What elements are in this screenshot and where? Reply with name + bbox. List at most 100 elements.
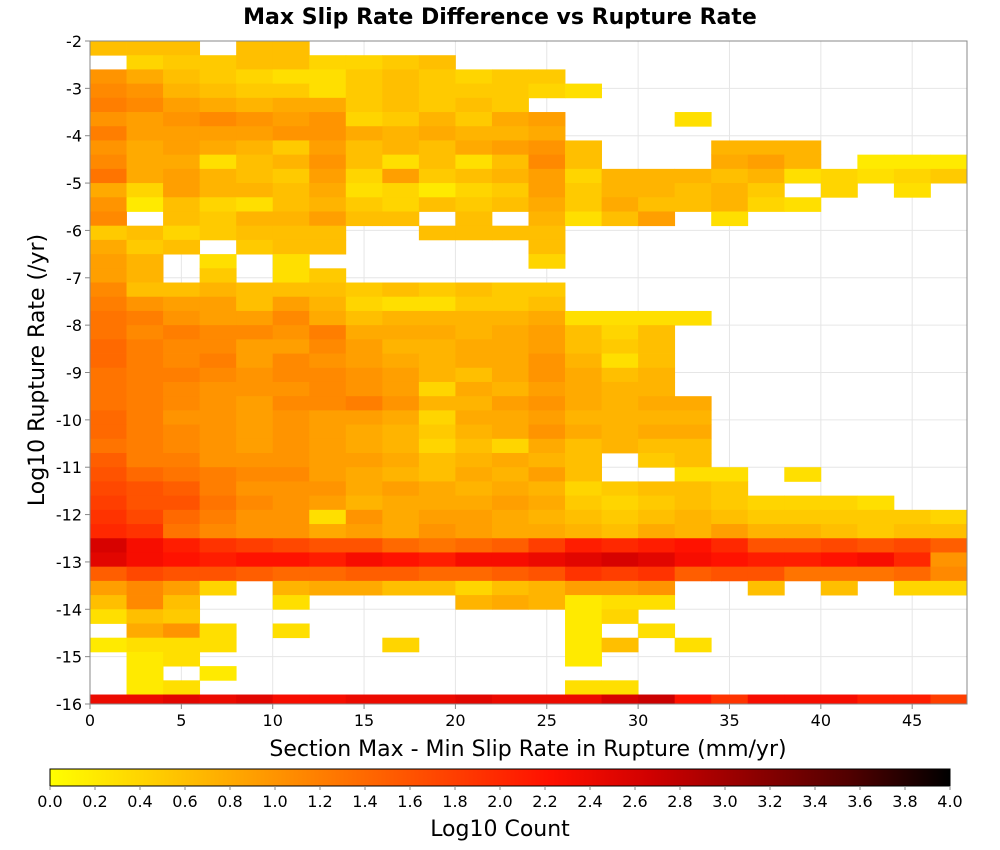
heatmap-cell bbox=[345, 183, 383, 198]
heatmap-cell bbox=[272, 566, 310, 582]
heatmap-cell bbox=[90, 595, 127, 610]
heatmap-cell bbox=[126, 83, 164, 99]
heatmap-cell bbox=[345, 424, 383, 440]
heatmap-cell bbox=[455, 410, 493, 425]
heatmap-cell bbox=[272, 268, 310, 283]
heatmap-cell bbox=[126, 666, 164, 681]
heatmap-cell bbox=[601, 552, 639, 568]
colorbar-tick-label: 2.2 bbox=[532, 792, 557, 811]
heatmap-cell bbox=[784, 154, 822, 170]
heatmap-cell bbox=[199, 524, 237, 539]
heatmap-cell bbox=[236, 353, 274, 369]
heatmap-cell bbox=[491, 225, 529, 241]
heatmap-cell bbox=[491, 168, 529, 184]
heatmap-cell bbox=[199, 282, 237, 298]
heatmap-cell bbox=[382, 140, 420, 156]
heatmap-cell bbox=[163, 211, 201, 227]
heatmap-cell bbox=[930, 509, 968, 525]
heatmap-cell bbox=[930, 580, 968, 596]
heatmap-cell bbox=[674, 637, 712, 653]
heatmap-cell bbox=[455, 381, 493, 397]
heatmap-cell bbox=[382, 694, 420, 705]
heatmap-cell bbox=[674, 552, 712, 568]
heatmap-cell bbox=[528, 396, 566, 411]
heatmap-cell bbox=[309, 580, 347, 596]
heatmap-cell bbox=[528, 410, 566, 425]
heatmap-cell bbox=[638, 381, 676, 397]
heatmap-cell bbox=[309, 83, 347, 99]
heatmap-cell bbox=[309, 168, 347, 184]
heatmap-cell bbox=[272, 183, 310, 198]
heatmap-cell bbox=[528, 580, 566, 596]
heatmap-cell bbox=[747, 183, 785, 198]
heatmap-cell bbox=[126, 424, 164, 440]
heatmap-cell bbox=[272, 495, 310, 511]
heatmap-cell bbox=[90, 694, 127, 705]
heatmap-cell bbox=[565, 453, 602, 468]
heatmap-cell bbox=[747, 197, 785, 212]
heatmap-cell bbox=[491, 140, 529, 156]
heatmap-cell bbox=[638, 694, 676, 705]
heatmap-cell bbox=[236, 396, 274, 411]
heatmap-cell bbox=[345, 509, 383, 525]
heatmap-cell bbox=[857, 509, 895, 525]
x-tick-label: 30 bbox=[628, 711, 648, 730]
heatmap-cell bbox=[528, 126, 566, 141]
heatmap-cell bbox=[199, 495, 237, 511]
heatmap-cell bbox=[199, 154, 237, 170]
colorbar-tick-label: 1.2 bbox=[307, 792, 332, 811]
heatmap-cell bbox=[528, 424, 566, 440]
heatmap-cell bbox=[199, 97, 237, 113]
heatmap-cell bbox=[90, 83, 127, 99]
heatmap-cell bbox=[455, 211, 493, 227]
heatmap-cell bbox=[674, 453, 712, 468]
heatmap-cell bbox=[126, 580, 164, 596]
heatmap-cell bbox=[565, 197, 602, 212]
heatmap-cell bbox=[309, 694, 347, 705]
heatmap-cell bbox=[90, 126, 127, 141]
heatmap-cell bbox=[163, 325, 201, 340]
heatmap-cell bbox=[747, 524, 785, 539]
heatmap-cell bbox=[565, 524, 602, 539]
heatmap-cell bbox=[236, 509, 274, 525]
heatmap-cell bbox=[565, 509, 602, 525]
heatmap-cell bbox=[199, 538, 237, 553]
heatmap-cell bbox=[345, 69, 383, 85]
heatmap-cell bbox=[674, 566, 712, 582]
heatmap-cell bbox=[528, 566, 566, 582]
heatmap-cell bbox=[345, 580, 383, 596]
heatmap-cell bbox=[163, 609, 201, 624]
heatmap-cell bbox=[236, 524, 274, 539]
heatmap-cell bbox=[90, 197, 127, 212]
heatmap-cell bbox=[163, 97, 201, 113]
heatmap-cell bbox=[90, 495, 127, 511]
heatmap-cell bbox=[163, 154, 201, 170]
heatmap-cell bbox=[491, 580, 529, 596]
heatmap-cell bbox=[345, 538, 383, 553]
heatmap-cell bbox=[455, 367, 493, 383]
heatmap-cell bbox=[345, 524, 383, 539]
heatmap-cell bbox=[638, 339, 676, 354]
heatmap-cell bbox=[565, 183, 602, 198]
heatmap-cell bbox=[418, 524, 456, 539]
heatmap-cell bbox=[893, 552, 931, 568]
heatmap-cell bbox=[90, 339, 127, 354]
heatmap-cell bbox=[163, 381, 201, 397]
heatmap-cell bbox=[528, 495, 566, 511]
heatmap-cell bbox=[236, 367, 274, 383]
heatmap-cell bbox=[345, 339, 383, 354]
heatmap-cell bbox=[163, 126, 201, 141]
heatmap-cell bbox=[163, 566, 201, 582]
colorbar-tick-label: 2.6 bbox=[622, 792, 647, 811]
heatmap-cell bbox=[345, 112, 383, 127]
heatmap-cell bbox=[90, 97, 127, 113]
heatmap-cell bbox=[455, 467, 493, 482]
heatmap-cell bbox=[601, 595, 639, 610]
heatmap-cell bbox=[309, 325, 347, 340]
heatmap-cell bbox=[491, 310, 529, 326]
heatmap-cell bbox=[784, 524, 822, 539]
heatmap-cell bbox=[236, 453, 274, 468]
heatmap-cell bbox=[163, 282, 201, 298]
colorbar-tick-label: 1.8 bbox=[442, 792, 467, 811]
heatmap-cell bbox=[455, 154, 493, 170]
